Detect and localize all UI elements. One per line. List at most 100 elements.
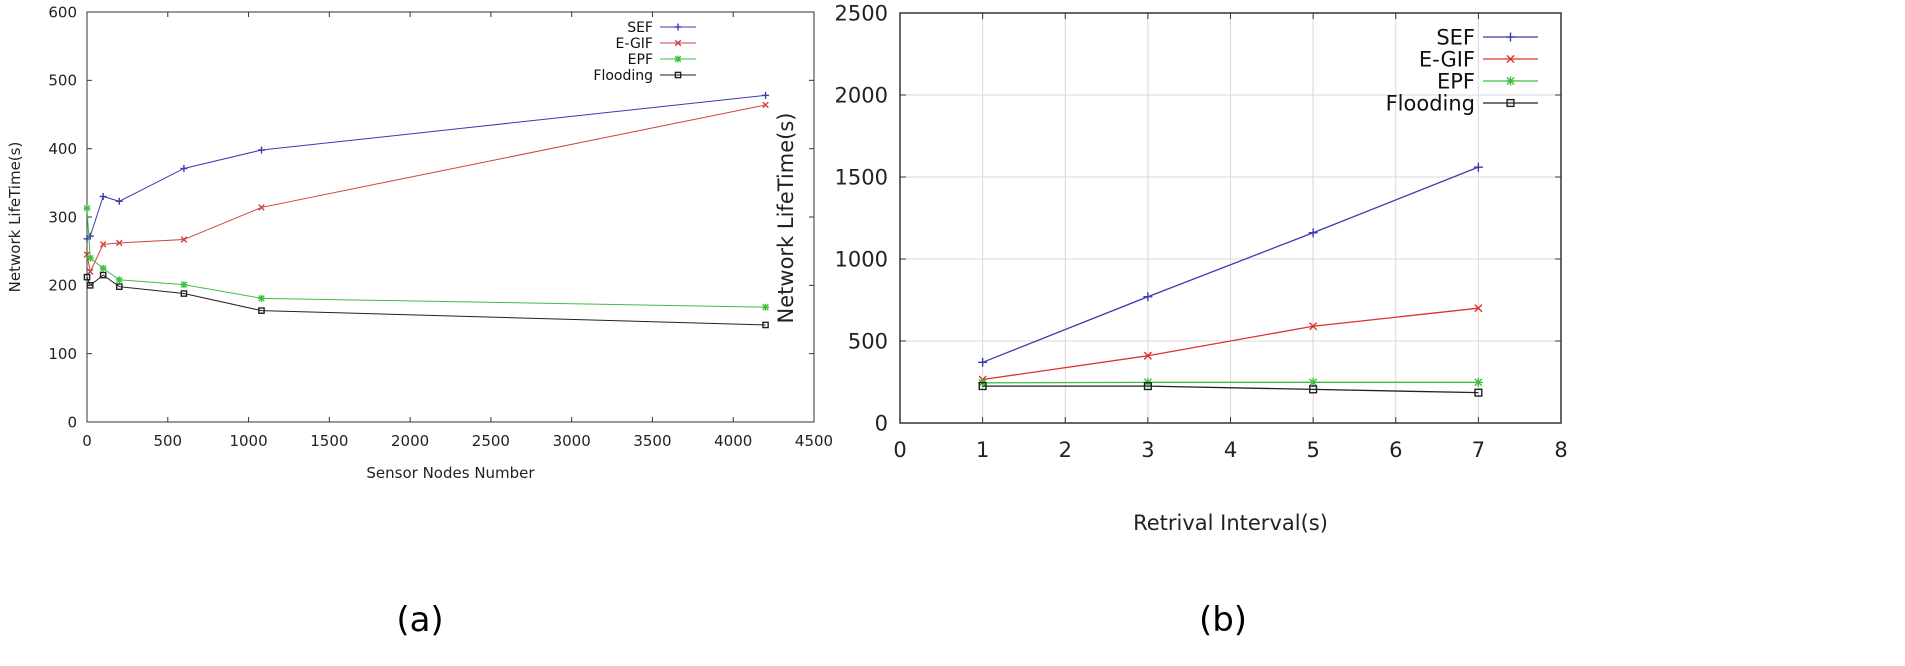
chart-a-line-epf: [86, 208, 766, 308]
chart-a-point-flooding: [99, 271, 107, 279]
chart-b-line-sef: [982, 166, 1479, 363]
chart-a-caption: (a): [396, 600, 444, 640]
chart-a-point-epf-d2: [180, 281, 188, 288]
chart-b-ytick-label: 1500: [835, 165, 888, 189]
chart-b-point-e-gif: [1474, 304, 1483, 313]
chart-a-point-sef: [86, 232, 94, 240]
chart-a-legend-label: SEF: [627, 20, 653, 36]
chart-a-xtick-label: 500: [153, 432, 182, 450]
chart-b-legend-label: E-GIF: [1419, 47, 1475, 71]
chart-a-point-epf: [115, 276, 123, 284]
chart-a-point-epf-d2: [258, 295, 265, 302]
chart-b-xtick-label: 6: [1389, 438, 1402, 462]
chart-b-point-flooding: [1143, 382, 1152, 391]
chart-a-point-epf: [762, 303, 770, 311]
chart-b-ytick-label: 2500: [835, 1, 888, 25]
chart-b-point-sef: [1308, 228, 1318, 238]
chart-b-point-flooding-box: [1474, 388, 1483, 397]
chart-b-xtick-label: 0: [893, 438, 906, 462]
chart-b-point-e-gif: [1309, 322, 1318, 331]
chart-b-point-flooding: [1309, 385, 1318, 394]
chart-a-point-flooding: [115, 283, 123, 291]
chart-a-series-sef: [83, 91, 770, 243]
chart-a-point-flooding-box: [115, 283, 123, 291]
chart-a-point-epf-d2: [86, 254, 94, 262]
chart-a-point-flooding: [83, 273, 91, 281]
chart-a-point-epf: [83, 204, 91, 212]
chart-a-xtick-label: 2500: [472, 432, 510, 450]
chart-b-legend-marker-d2: [1506, 76, 1515, 86]
chart-b-legend-marker-d2: [1506, 54, 1515, 64]
chart-a-ytick-label: 0: [67, 413, 77, 431]
chart-a-point-epf: [99, 264, 107, 272]
chart-b-legend-marker: [1506, 54, 1515, 64]
chart-b-point-epf: [1308, 377, 1318, 387]
chart-a-point-flooding-box: [86, 282, 94, 289]
chart-a-point-epf: [180, 281, 188, 289]
chart-b-ytick-label: 1000: [835, 247, 888, 271]
chart-a-point-epf-d2: [762, 303, 769, 311]
chart-a-legend-marker: [674, 39, 682, 47]
chart-a-xtick-label: 3500: [633, 432, 671, 450]
chart-a-plot: 0 500 1000 1500 2000 2500 3000 3500 4000 4500 0 100…: [6, 3, 833, 482]
chart-b-panel: 0 1 2 3 4 5 6 7 8 0 500 1000 1500 2000 2500 Retrival In…: [774, 0, 1905, 666]
chart-a-point-epf: [257, 294, 265, 302]
chart-a-legend-marker-box: [674, 71, 682, 79]
chart-b-point-sef: [1143, 292, 1153, 302]
chart-a-legend-marker: [674, 71, 682, 79]
chart-a-series-epf: [83, 204, 770, 311]
chart-a-ytick-label: 500: [48, 72, 77, 90]
chart-a-legend-label: E-GIF: [616, 36, 653, 52]
chart-a-legend-label: Flooding: [593, 68, 653, 84]
chart-b: 0 1 2 3 4 5 6 7 8 0 500 1000 1500 2000 2500 Retrival In…: [774, 1, 1568, 535]
chart-a-line-flooding: [86, 274, 766, 326]
chart-a-series-flooding: [83, 271, 769, 329]
chart-a-xlabel: Sensor Nodes Number: [366, 464, 535, 482]
chart-a-point-flooding-box: [258, 307, 265, 314]
chart-a-point-sef: [762, 91, 770, 99]
chart-a-point-epf-d2: [116, 276, 123, 284]
chart-a-series-e-gif: [83, 101, 769, 275]
chart-b-point-e-gif: [1143, 351, 1152, 360]
chart-b-point-flooding-box: [1309, 385, 1318, 394]
chart-a-point-e-gif: [258, 204, 265, 211]
chart-b-xlabel: Retrival Interval(s): [1133, 511, 1328, 535]
chart-a-point-e-gif: [180, 236, 188, 243]
chart-b-xtick-label: 3: [1141, 438, 1154, 462]
chart-a-legend-marker: [674, 55, 682, 63]
chart-a-ytick-label: 200: [48, 277, 77, 295]
chart-b-point-flooding-box: [978, 382, 987, 391]
chart-b-plot: 0 1 2 3 4 5 6 7 8 0 500 1000 1500 2000 2500 Retrival In…: [774, 1, 1568, 535]
chart-a-point-flooding: [180, 290, 188, 297]
chart-a-point-e-gif: [116, 239, 123, 247]
chart-a-point-e-gif: [762, 101, 769, 109]
chart-a-xtick-label: 2000: [391, 432, 429, 450]
chart-a-ytick-label: 600: [48, 3, 77, 21]
chart-b-ylabel: Network LifeTime(s): [774, 113, 798, 324]
chart-a-legend-label: EPF: [628, 52, 653, 68]
chart-a-point-flooding-box: [83, 273, 91, 281]
chart-a-point-epf: [86, 254, 94, 262]
chart-a-point-flooding: [762, 321, 769, 329]
chart-b-point-flooding: [978, 382, 987, 391]
chart-a-point-e-gif-d2: [180, 236, 188, 243]
chart-b-line-flooding: [982, 385, 1479, 394]
chart-a-point-e-gif: [86, 268, 94, 275]
chart-b-series-sef: [978, 162, 1483, 367]
chart-a-line-sef: [86, 94, 766, 240]
chart-a-point-flooding-box: [762, 321, 769, 329]
chart-b-series-flooding: [978, 382, 1483, 397]
chart-a-point-e-gif-d2: [258, 204, 265, 211]
chart-a-point-epf-d2: [99, 264, 107, 272]
chart-a-legend-marker: [674, 23, 682, 31]
chart-b-xtick-label: 5: [1306, 438, 1319, 462]
chart-b-line-e-gif: [982, 307, 1479, 381]
chart-b-point-e-gif-d2: [1143, 351, 1152, 360]
chart-a-point-flooding-box: [99, 271, 107, 279]
chart-a-point-flooding: [86, 282, 94, 289]
chart-b-xtick-label: 4: [1224, 438, 1237, 462]
chart-a-frame: [86, 11, 815, 423]
chart-b-legend-marker: [1506, 98, 1515, 108]
chart-a-xtick-label: 1000: [229, 432, 267, 450]
